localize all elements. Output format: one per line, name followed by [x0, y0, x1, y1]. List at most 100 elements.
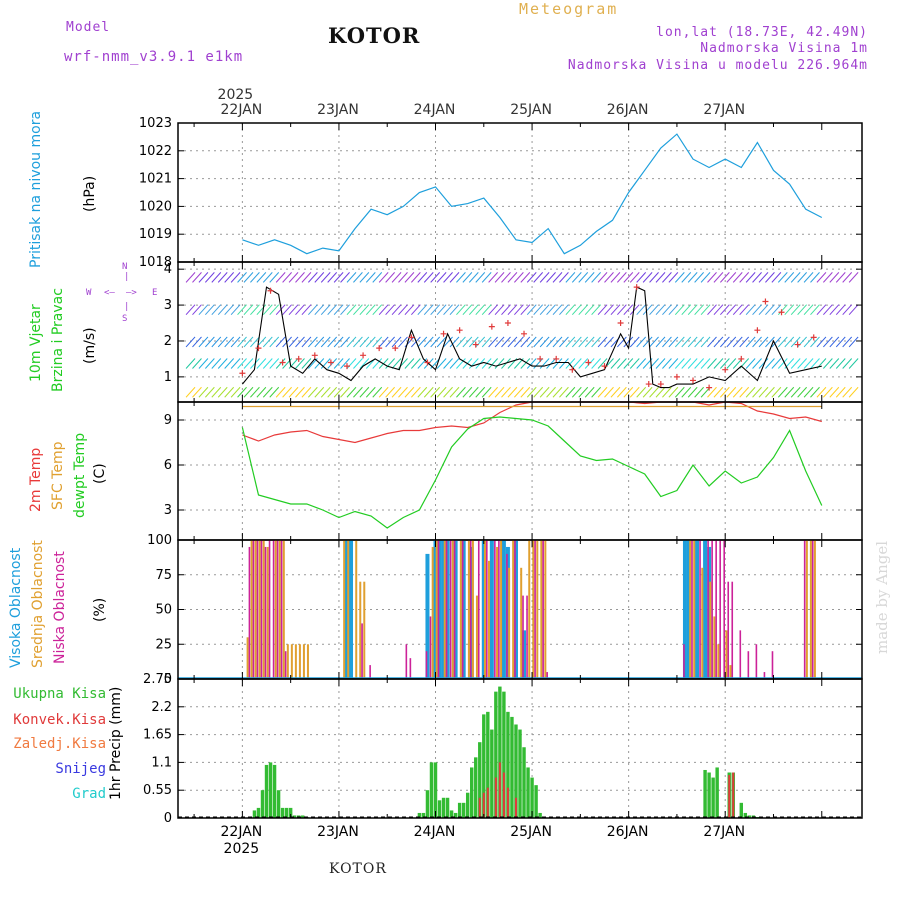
wind-barb [720, 358, 730, 369]
wind-barb [539, 358, 550, 369]
wind-barb [752, 336, 762, 348]
top-date-label: 26JAN [607, 102, 649, 118]
cloud-low-bar [522, 595, 524, 679]
gust-marker [376, 345, 383, 352]
cloud-mid-bar [488, 560, 491, 679]
wind-barb [526, 304, 537, 316]
wind-barb [513, 336, 524, 348]
precip-total-bar [743, 812, 748, 818]
wind-barb [301, 386, 312, 398]
wind-barb [372, 304, 383, 316]
top-date-label: 27JAN [703, 102, 745, 118]
wind-barb [436, 386, 447, 398]
wind-barb [745, 336, 756, 348]
wind-barb [378, 336, 389, 348]
precip-total-bar [526, 767, 530, 818]
wind-barb [198, 304, 209, 316]
wind-barb [333, 386, 344, 398]
gust-marker [472, 341, 479, 348]
wind-barb [217, 304, 228, 316]
cloud-low-bar [803, 540, 806, 679]
wind-barb [829, 336, 840, 348]
wind-barb [185, 272, 196, 283]
wind-barb [816, 386, 827, 398]
wind-barb [488, 336, 498, 348]
wind-barb [732, 304, 743, 316]
wind-barb [262, 304, 273, 316]
wind-barb [333, 272, 344, 283]
wind-barb [591, 304, 601, 316]
wind-barb [571, 304, 582, 316]
wind-barb [765, 358, 775, 369]
pressure-line [242, 133, 823, 255]
wind-barb [224, 336, 235, 348]
wind-barb [410, 386, 421, 398]
wind-barb [269, 336, 280, 348]
wind-barb [526, 358, 537, 369]
wind-barb [597, 386, 608, 398]
cloud-low-bar [437, 540, 440, 679]
wind-barb [250, 272, 260, 283]
wind-barb [835, 336, 846, 348]
wind-barb [314, 272, 325, 283]
wind-barb [192, 386, 202, 398]
wind-barb [694, 304, 704, 316]
wind-barb [488, 272, 498, 283]
wind-barb [777, 272, 788, 283]
wind-barb [372, 336, 383, 348]
cloud-low-bar [691, 540, 693, 679]
wind-barb [282, 386, 292, 398]
wind-barb [211, 336, 222, 348]
wind-barb [681, 272, 692, 283]
wind-barb [192, 336, 202, 348]
cloud-mid-bar [483, 540, 486, 679]
wind-barb [662, 272, 672, 283]
wind-barb [616, 358, 627, 369]
wind-barb [546, 272, 556, 283]
wind-barb [578, 336, 589, 348]
wind-barb [610, 358, 621, 369]
wind-barb [275, 272, 286, 283]
wind-barb [810, 272, 820, 283]
wind-barb [604, 272, 614, 283]
cloud-high-bar [707, 546, 712, 679]
panel-border [177, 678, 863, 819]
wind-barb [745, 304, 756, 316]
wind-barb [597, 304, 608, 316]
wind-barb [359, 304, 370, 316]
wind-barb [423, 336, 434, 348]
wind-barb [320, 304, 331, 316]
wind-barb [256, 272, 267, 283]
wind-barb [282, 272, 292, 283]
gust-marker [456, 327, 463, 334]
y-tick-label: 1018 [139, 255, 172, 270]
wind-barb [629, 272, 640, 283]
cloud-high-bar [682, 540, 687, 679]
cloud-low-bar [268, 540, 271, 679]
wind-barb [320, 272, 331, 283]
wind-barb [745, 272, 756, 283]
wind-barb [565, 304, 576, 316]
cloud-high-bar [461, 540, 466, 679]
cloud-mid-bar [471, 540, 474, 679]
wind-barb [681, 358, 692, 369]
wind-barb [758, 304, 769, 316]
wind-barb [713, 358, 724, 369]
cloud-mid-bar [254, 540, 257, 679]
wind-barb [823, 272, 833, 283]
wind-barb [552, 358, 563, 369]
bottom-date-label: 26JAN [607, 824, 649, 840]
gust-marker [360, 352, 367, 359]
wind-barb [353, 358, 363, 369]
wind-barb [591, 386, 601, 398]
cloud-low-bar [727, 581, 730, 679]
wind-barb [584, 336, 595, 348]
wind-barb [790, 358, 801, 369]
wind-barb [559, 336, 569, 348]
wind-barb [365, 386, 376, 398]
wind-barb [288, 304, 299, 316]
wind-barb [282, 304, 292, 316]
wind-barb [436, 304, 447, 316]
cloud-mid-bar [262, 540, 265, 679]
precip-total-bar [715, 767, 719, 818]
